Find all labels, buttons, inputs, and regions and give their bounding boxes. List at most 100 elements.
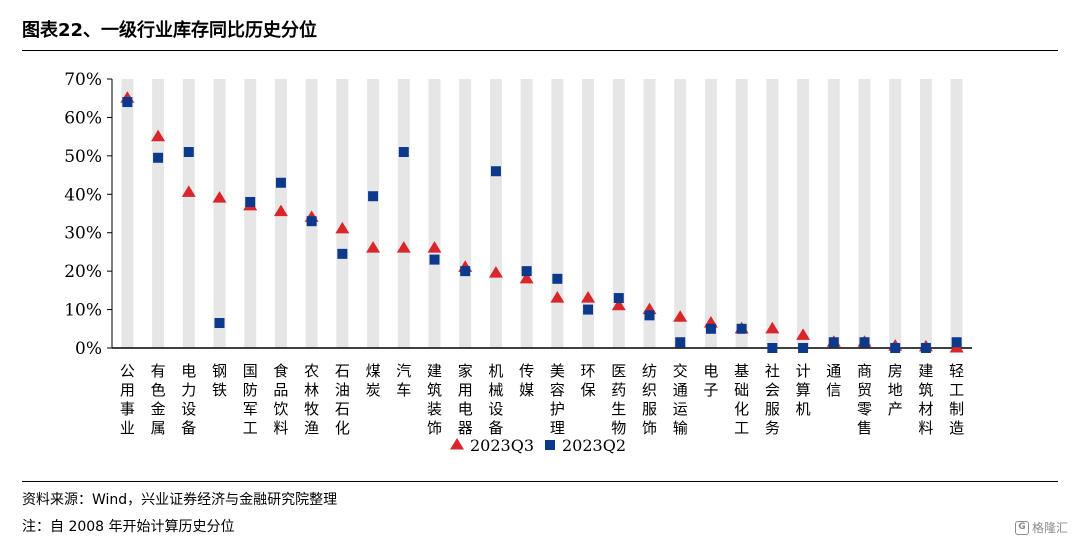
q2-point: [153, 152, 164, 163]
bottom-divider: [22, 481, 1058, 482]
x-category-label: 石油石化: [335, 362, 350, 437]
y-tick-label: 10%: [64, 301, 102, 321]
q3-point: [181, 185, 196, 197]
category-band: [397, 79, 410, 348]
q2-point: [275, 177, 286, 188]
q2-point: [398, 147, 409, 158]
q3-point: [796, 328, 811, 340]
x-category-label: 美容护理: [550, 362, 565, 437]
category-band: [244, 79, 257, 348]
x-category-label: 商贸零售: [857, 362, 872, 437]
category-band: [152, 79, 165, 348]
x-category-label: 建筑材料: [918, 362, 933, 437]
category-band: [827, 79, 840, 348]
q3-point: [427, 241, 442, 253]
y-tick-label: 30%: [64, 224, 102, 244]
category-band: [797, 79, 810, 348]
category-band: [121, 79, 134, 348]
q2-point: [736, 323, 747, 334]
x-category-label: 钢铁: [212, 362, 227, 399]
source-note: 资料来源：Wind，兴业证券经济与金融研究院整理: [22, 492, 338, 508]
x-category-label: 电力设备: [181, 362, 196, 437]
q2-point: [644, 310, 655, 321]
x-category-label: 公用事业: [120, 362, 135, 437]
q2-point: [337, 248, 348, 259]
legend-q3-label: 2023Q3: [470, 436, 534, 455]
x-category-label: 交通运输: [673, 362, 688, 437]
x-category-label: 轻工制造: [949, 362, 964, 437]
q2-point: [490, 166, 501, 177]
legend-q3-marker: [450, 438, 464, 450]
q2-point: [920, 343, 931, 353]
category-band: [612, 79, 625, 348]
q2-point: [552, 273, 563, 284]
q3-point: [581, 291, 596, 303]
category-band: [766, 79, 779, 348]
q2-point: [214, 318, 225, 329]
y-tick-label: 20%: [64, 262, 102, 282]
category-band: [428, 79, 441, 348]
category-band: [213, 79, 226, 348]
q3-point: [673, 310, 688, 322]
x-category-label: 家用电器: [458, 362, 473, 437]
x-category-label: 电子: [703, 362, 718, 399]
q2-point: [890, 343, 901, 353]
watermark-text: 格隆汇: [1031, 521, 1068, 535]
q3-point: [550, 291, 565, 303]
q2-point: [183, 147, 194, 158]
q2-point: [951, 337, 962, 348]
q2-point: [429, 254, 440, 265]
category-band: [704, 79, 717, 348]
watermark: G 格隆汇: [1014, 519, 1068, 536]
q3-point: [519, 271, 534, 284]
x-category-label: 汽车: [396, 362, 411, 399]
category-band: [674, 79, 687, 348]
x-category-label: 纺织服饰: [642, 362, 657, 437]
x-category-label: 通信: [826, 362, 841, 399]
category-band: [336, 79, 349, 348]
x-category-label: 有色金属: [151, 362, 166, 437]
chart-title: 图表22、一级行业库存同比历史分位: [22, 20, 318, 41]
x-category-label: 环保: [581, 362, 596, 399]
footnote: 注：自 2008 年开始计算历史分位: [22, 519, 235, 535]
x-category-label: 传媒: [519, 362, 534, 399]
q2-point: [368, 191, 379, 202]
q2-point: [859, 337, 870, 348]
q2-point: [306, 216, 317, 227]
q2-point: [583, 304, 594, 315]
category-band: [520, 79, 533, 348]
q3-point: [488, 266, 503, 278]
q3-point: [335, 221, 350, 234]
category-band: [889, 79, 902, 348]
category-band: [551, 79, 564, 348]
x-category-label: 基础化工: [734, 362, 749, 437]
q3-point: [366, 241, 381, 253]
q2-point: [828, 337, 839, 348]
category-band: [919, 79, 932, 348]
q3-point: [273, 204, 288, 217]
x-category-label: 房地产: [888, 362, 903, 418]
y-tick-label: 40%: [64, 185, 102, 205]
category-band: [582, 79, 595, 348]
x-category-label: 医药生物: [611, 362, 626, 437]
top-divider: [22, 50, 1058, 51]
q3-point: [611, 298, 626, 311]
q2-point: [521, 266, 532, 277]
q3-point: [765, 321, 780, 334]
legend-q2-label: 2023Q2: [562, 436, 626, 455]
category-band: [643, 79, 656, 348]
q3-point: [212, 191, 227, 203]
q2-point: [675, 337, 686, 348]
x-category-label: 机械设备: [488, 362, 503, 437]
category-band: [858, 79, 871, 348]
q3-point: [151, 129, 166, 142]
x-category-label: 煤炭: [366, 362, 381, 399]
q2-point: [122, 97, 133, 108]
y-tick-label: 60%: [64, 108, 102, 128]
category-band: [735, 79, 748, 348]
y-tick-label: 0%: [75, 339, 102, 359]
q2-point: [460, 266, 471, 277]
y-tick-label: 70%: [64, 70, 102, 90]
category-band: [489, 79, 502, 348]
